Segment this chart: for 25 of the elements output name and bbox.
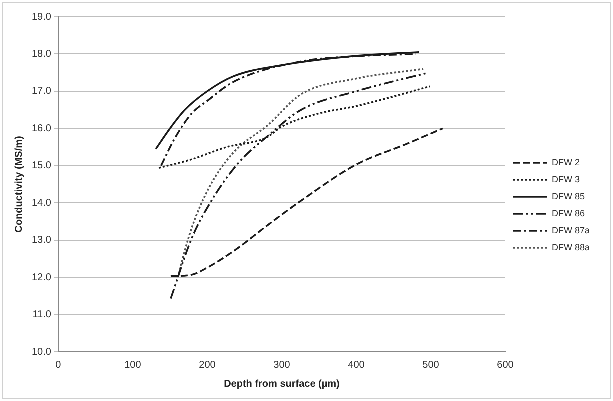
x-tick-label: 0 — [56, 360, 62, 371]
legend-label: DFW 86 — [552, 208, 586, 218]
y-tick-label: 12.0 — [32, 272, 52, 284]
x-tick-label: 200 — [199, 360, 216, 371]
x-axis-title: Depth from surface (µm) — [224, 378, 340, 390]
y-tick-label: 17.0 — [32, 86, 52, 98]
y-axis-title: Conductivity (MS/m) — [14, 136, 25, 233]
x-tick-label: 500 — [422, 360, 440, 371]
y-tick-label: 19.0 — [32, 12, 52, 23]
legend-label: DFW 3 — [552, 174, 580, 184]
y-tick-label: 13.0 — [32, 235, 52, 246]
legend-label: DFW 88a — [552, 242, 590, 252]
y-tick-label: 15.0 — [32, 160, 52, 172]
y-tick-label: 14.0 — [32, 198, 52, 209]
y-tick-label: 10.0 — [32, 346, 52, 358]
y-tick-label: 18.0 — [32, 48, 52, 60]
y-tick-label: 16.0 — [32, 123, 52, 134]
x-tick-label: 300 — [274, 360, 291, 371]
legend-label: DFW 2 — [552, 157, 580, 168]
x-tick-label: 400 — [348, 360, 366, 371]
x-tick-label: 100 — [124, 360, 142, 371]
x-tick-label: 600 — [497, 360, 514, 371]
legend-label: DFW 87a — [552, 225, 590, 236]
y-tick-label: 11.0 — [32, 310, 52, 321]
legend-label: DFW 85 — [552, 191, 586, 202]
